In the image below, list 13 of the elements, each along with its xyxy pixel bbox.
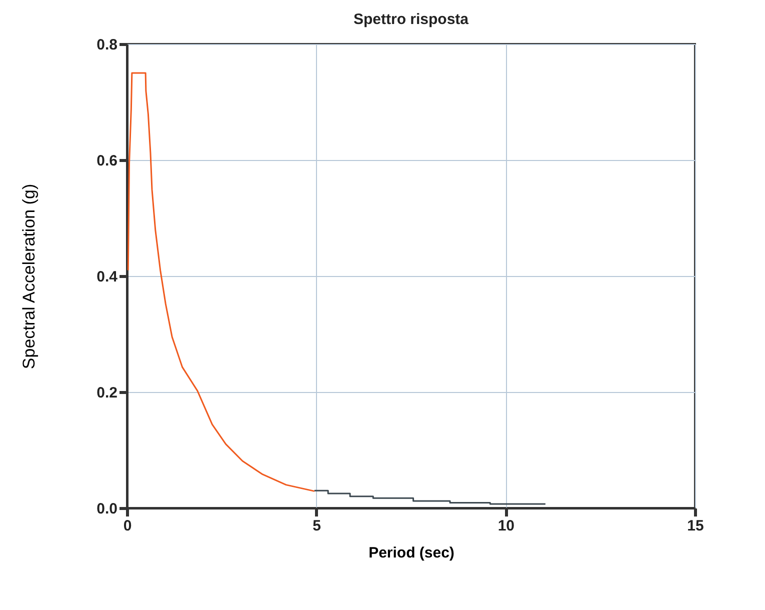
y-axis-title: Spectral Acceleration (g) — [20, 184, 39, 370]
x-tick-label: 5 — [312, 518, 322, 534]
y-tick-label: 0.8 — [96, 36, 118, 54]
x-tick-label: 10 — [498, 518, 515, 534]
x-tick-label: 0 — [123, 518, 132, 534]
y-tick-label: 0.2 — [96, 384, 118, 402]
chart-title: Spettro risposta — [353, 11, 470, 28]
x-tick-label: 15 — [687, 518, 704, 534]
line-series — [127, 72, 316, 492]
x-axis-title: Period (sec) — [368, 544, 454, 562]
y-tick-label: 0.4 — [96, 268, 118, 286]
y-tick-label: 0.0 — [96, 500, 118, 518]
y-tick-label: 0.6 — [96, 152, 118, 170]
